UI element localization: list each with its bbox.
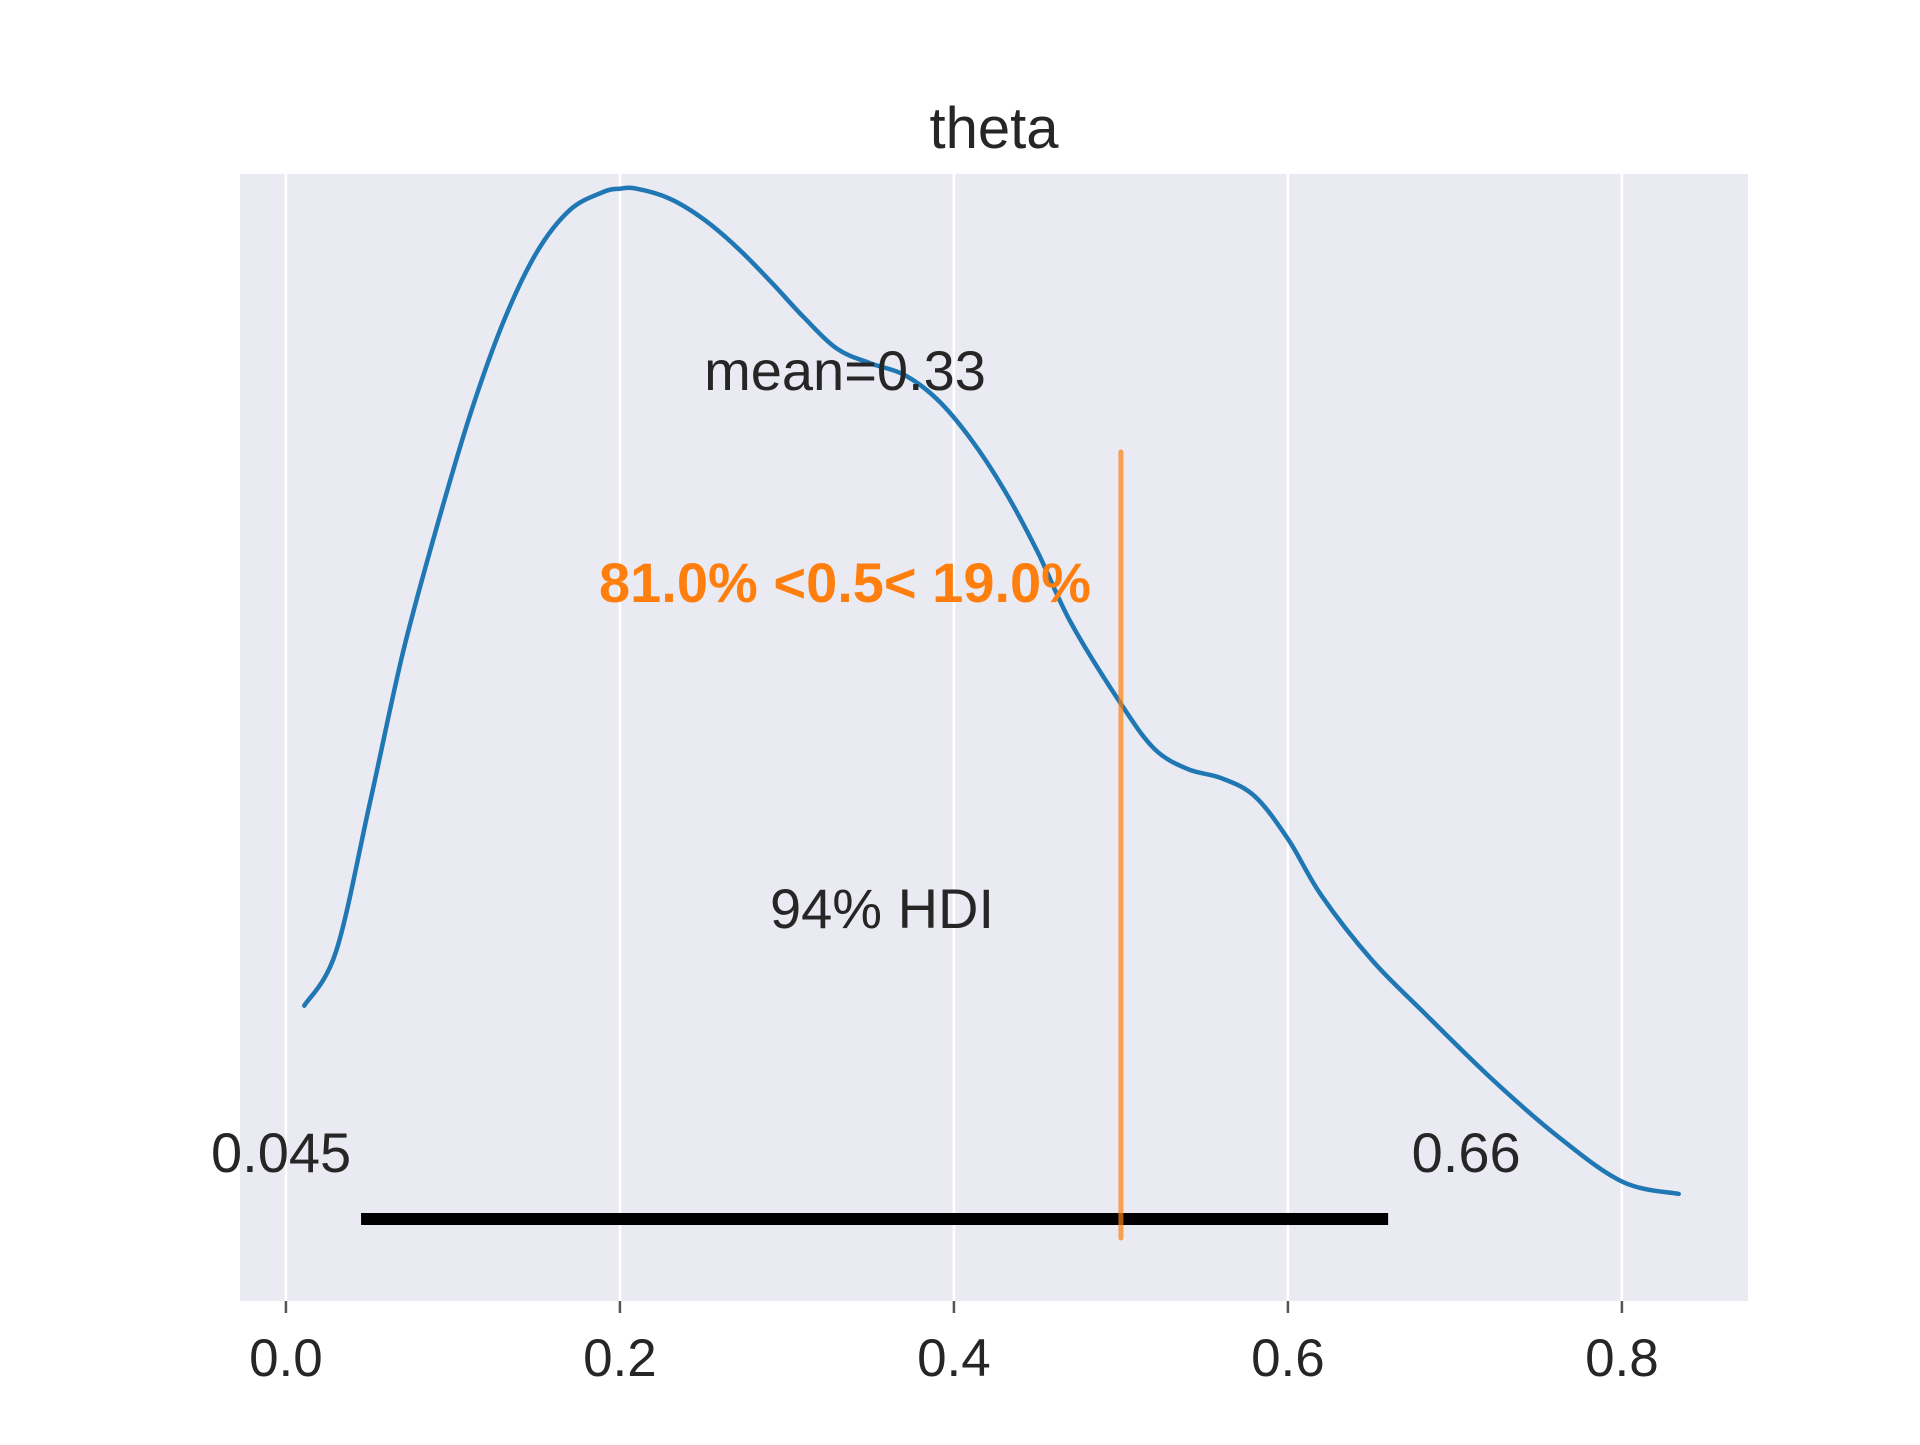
reference-value-label: 81.0% <0.5< 19.0% bbox=[599, 551, 1091, 614]
grid-lines bbox=[284, 174, 1624, 1301]
chart-title: theta bbox=[930, 96, 1060, 161]
x-tick-label: 0.4 bbox=[917, 1329, 991, 1388]
density-curve bbox=[302, 185, 1681, 1197]
data-layer bbox=[302, 185, 1681, 1241]
x-tick-label: 0.6 bbox=[1251, 1329, 1325, 1388]
x-axis: 0.0 0.2 0.4 0.6 0.8 bbox=[249, 1301, 1659, 1388]
hdi-low-label: 0.045 bbox=[211, 1121, 351, 1184]
plot-area bbox=[240, 174, 1748, 1301]
mean-label: mean=0.33 bbox=[704, 339, 986, 402]
x-tick-label: 0.0 bbox=[249, 1329, 323, 1388]
hdi-label: 94% HDI bbox=[770, 877, 994, 940]
x-tick-label: 0.8 bbox=[1585, 1329, 1659, 1388]
hdi-high-label: 0.66 bbox=[1412, 1121, 1521, 1184]
x-tick-label: 0.2 bbox=[583, 1329, 657, 1388]
